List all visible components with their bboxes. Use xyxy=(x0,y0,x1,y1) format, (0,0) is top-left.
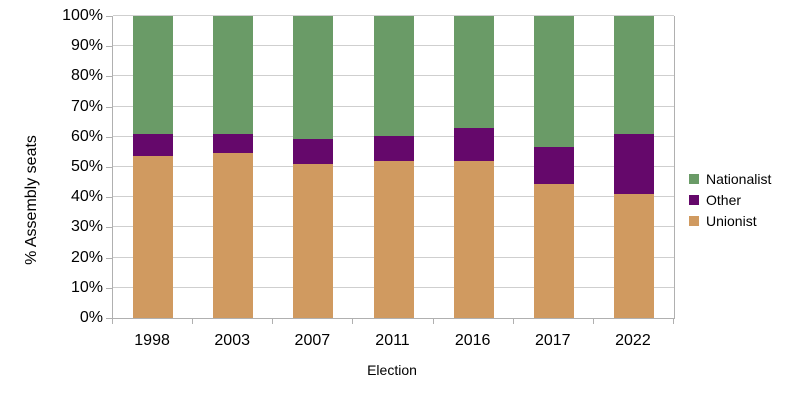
x-category-label: 2007 xyxy=(294,332,331,349)
x-category-label: 2011 xyxy=(375,332,410,349)
x-tick-mark xyxy=(112,319,113,324)
bar-segment-nationalist xyxy=(533,16,574,148)
bar-segment-other xyxy=(533,147,574,184)
bar-segment-nationalist xyxy=(373,16,414,137)
x-category-label: 2017 xyxy=(534,332,571,349)
y-tick-mark xyxy=(106,106,112,108)
y-tick-mark xyxy=(106,227,112,229)
bar-segment-other xyxy=(453,127,494,162)
bar-segment-nationalist xyxy=(453,16,494,128)
bar-2022 xyxy=(613,16,654,318)
y-tick-label: 100% xyxy=(62,7,103,24)
bar-segment-unionist xyxy=(453,161,494,318)
x-tick-mark xyxy=(352,319,354,324)
bar-2007 xyxy=(293,16,334,318)
y-tick-mark xyxy=(106,167,112,168)
bar-segment-other xyxy=(613,133,654,194)
bar-2017 xyxy=(533,16,574,318)
x-tick-mark xyxy=(592,319,594,324)
bar-segment-other xyxy=(373,136,414,162)
bar-segment-nationalist xyxy=(613,16,654,134)
y-tick-label: 60% xyxy=(70,127,103,145)
y-tick-mark xyxy=(106,197,112,199)
y-tick-label: 20% xyxy=(70,248,103,266)
legend: Nationalist Other Unionist xyxy=(689,168,771,231)
bar-2003 xyxy=(213,16,254,318)
bar-segment-nationalist xyxy=(213,16,254,134)
legend-item-nationalist: Nationalist xyxy=(689,168,771,189)
bar-segment-nationalist xyxy=(133,16,174,134)
y-tick-label: 50% xyxy=(70,158,103,175)
bar-segment-unionist xyxy=(133,155,174,318)
x-tick-mark xyxy=(673,319,674,324)
x-tick-mark xyxy=(272,319,274,324)
bar-segment-unionist xyxy=(533,183,574,318)
x-category-label: 2016 xyxy=(454,332,491,349)
x-axis-title: Election xyxy=(367,362,417,378)
bar-segment-unionist xyxy=(213,153,254,318)
y-tick-mark xyxy=(106,136,112,138)
legend-item-other: Other xyxy=(689,189,771,210)
y-tick-label: 90% xyxy=(70,37,103,55)
bar-segment-nationalist xyxy=(293,16,334,140)
x-category-label: 2022 xyxy=(615,332,651,349)
x-category-label: 1998 xyxy=(134,332,170,349)
y-axis-title: % Assembly seats xyxy=(23,135,40,265)
legend-swatch-icon xyxy=(689,215,699,226)
legend-swatch-icon xyxy=(689,194,699,205)
legend-swatch-icon xyxy=(689,173,699,184)
legend-label: Unionist xyxy=(706,212,757,229)
bar-segment-unionist xyxy=(373,161,414,318)
y-tick-mark xyxy=(106,46,112,48)
y-tick-label: 0% xyxy=(79,309,103,326)
legend-label: Nationalist xyxy=(706,170,772,187)
bar-segment-other xyxy=(213,133,254,154)
y-tick-label: 10% xyxy=(70,278,103,296)
y-tick-label: 70% xyxy=(70,97,103,115)
x-tick-mark xyxy=(192,319,194,324)
legend-label: Other xyxy=(706,191,742,208)
gridline xyxy=(113,15,674,16)
bar-segment-unionist xyxy=(613,193,654,318)
x-tick-mark xyxy=(512,319,514,324)
bar-2016 xyxy=(453,16,494,318)
bar-2011 xyxy=(373,16,414,318)
bar-segment-other xyxy=(133,133,174,156)
y-tick-mark xyxy=(106,16,112,17)
y-tick-label: 30% xyxy=(70,218,103,236)
y-tick-mark xyxy=(106,76,112,78)
bar-1998 xyxy=(133,16,174,318)
legend-item-unionist: Unionist xyxy=(689,210,771,231)
y-tick-mark xyxy=(106,318,112,319)
y-tick-label: 80% xyxy=(70,67,103,85)
y-tick-mark xyxy=(106,257,112,259)
x-tick-mark xyxy=(432,319,434,324)
y-tick-label: 40% xyxy=(70,188,103,206)
bar-segment-other xyxy=(293,139,334,165)
bar-segment-unionist xyxy=(293,164,334,318)
y-tick-mark xyxy=(106,287,112,289)
plot-area xyxy=(112,15,675,319)
x-category-label: 2003 xyxy=(214,332,250,349)
